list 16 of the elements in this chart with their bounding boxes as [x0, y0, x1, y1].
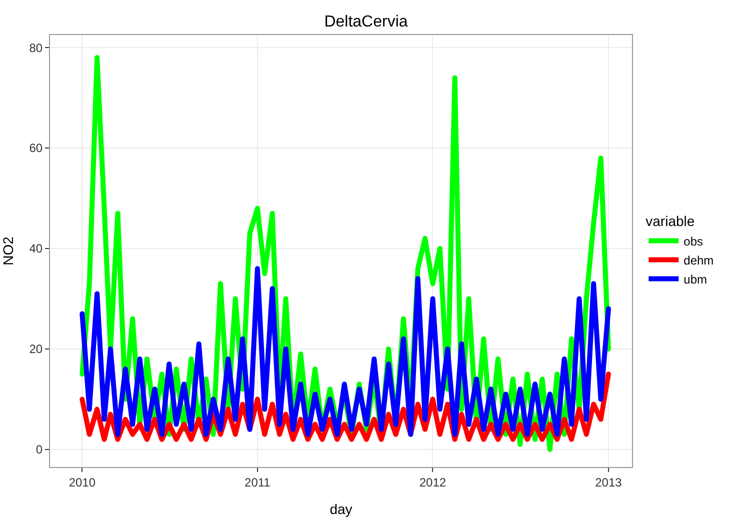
y-tick-label: 0: [36, 442, 43, 457]
legend-label: obs: [684, 234, 703, 248]
y-tick-label: 80: [29, 40, 43, 55]
y-tick-label: 20: [29, 342, 43, 356]
legend-label: ubm: [684, 272, 707, 286]
legend-title: variable: [646, 213, 695, 230]
x-tick-label: 2013: [595, 475, 622, 490]
chart-title: DeltaCervia: [324, 14, 408, 31]
x-tick-label: 2010: [68, 475, 96, 490]
x-tick-label: 2011: [244, 475, 271, 490]
y-tick-label: 60: [29, 141, 43, 156]
x-axis-title: day: [330, 501, 352, 517]
x-tick-label: 2012: [419, 475, 446, 490]
y-tick-label: 40: [29, 242, 43, 256]
y-axis-title: NO2: [0, 236, 16, 266]
legend-label: dehm: [684, 253, 714, 268]
